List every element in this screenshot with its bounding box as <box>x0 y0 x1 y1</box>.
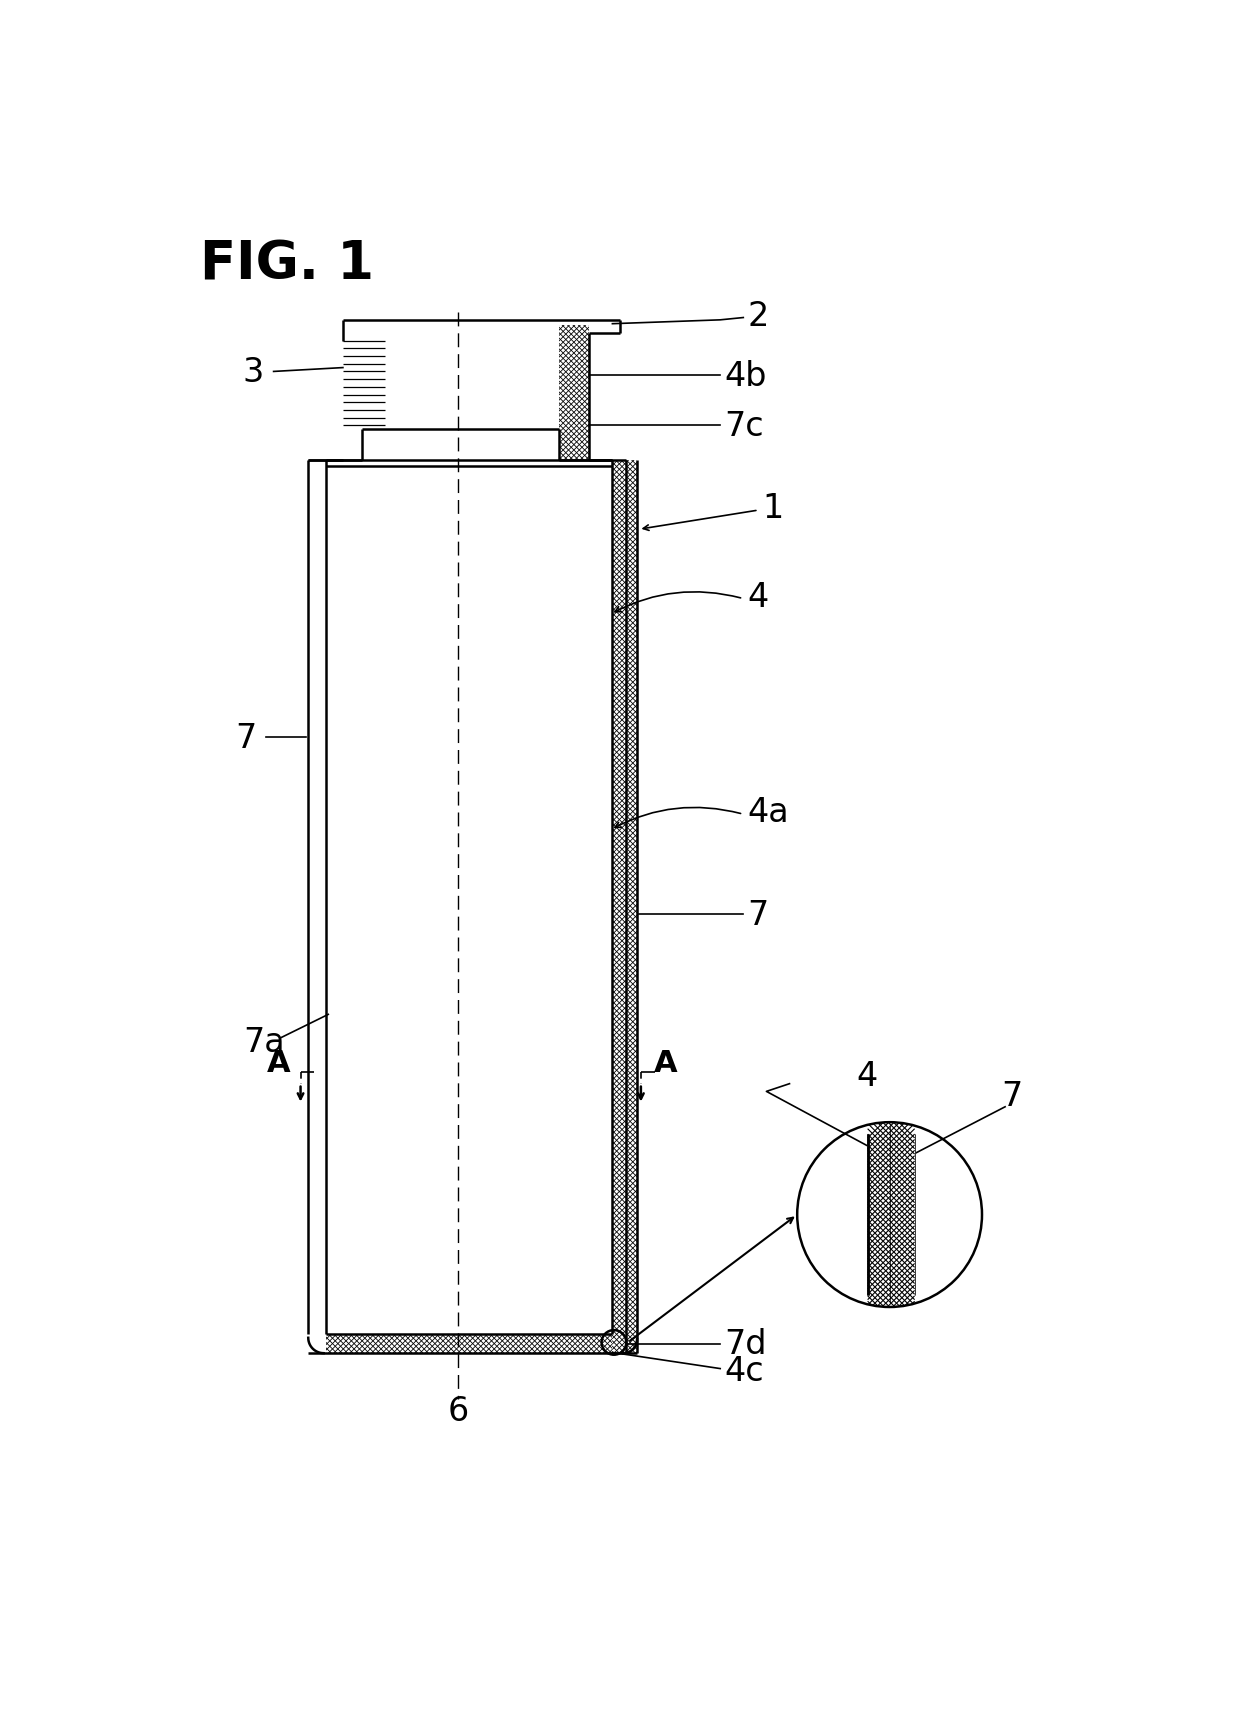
Text: 3: 3 <box>243 355 264 389</box>
Text: 7a: 7a <box>243 1025 284 1058</box>
Text: 6: 6 <box>448 1394 469 1428</box>
Text: 4: 4 <box>856 1060 877 1092</box>
Text: FIG. 1: FIG. 1 <box>201 238 374 291</box>
Text: 1: 1 <box>763 493 784 526</box>
Text: 7: 7 <box>236 722 257 755</box>
Text: A: A <box>267 1049 291 1079</box>
Text: 4: 4 <box>748 581 769 613</box>
Text: A: A <box>653 1049 677 1079</box>
Text: 4a: 4a <box>748 796 789 829</box>
Text: 7: 7 <box>748 898 769 930</box>
Text: 7c: 7c <box>724 410 764 443</box>
Text: 2: 2 <box>748 300 769 333</box>
Text: 4c: 4c <box>724 1354 764 1387</box>
Text: 7d: 7d <box>724 1328 766 1361</box>
Text: 7: 7 <box>1001 1079 1023 1111</box>
Text: 4b: 4b <box>724 360 766 393</box>
